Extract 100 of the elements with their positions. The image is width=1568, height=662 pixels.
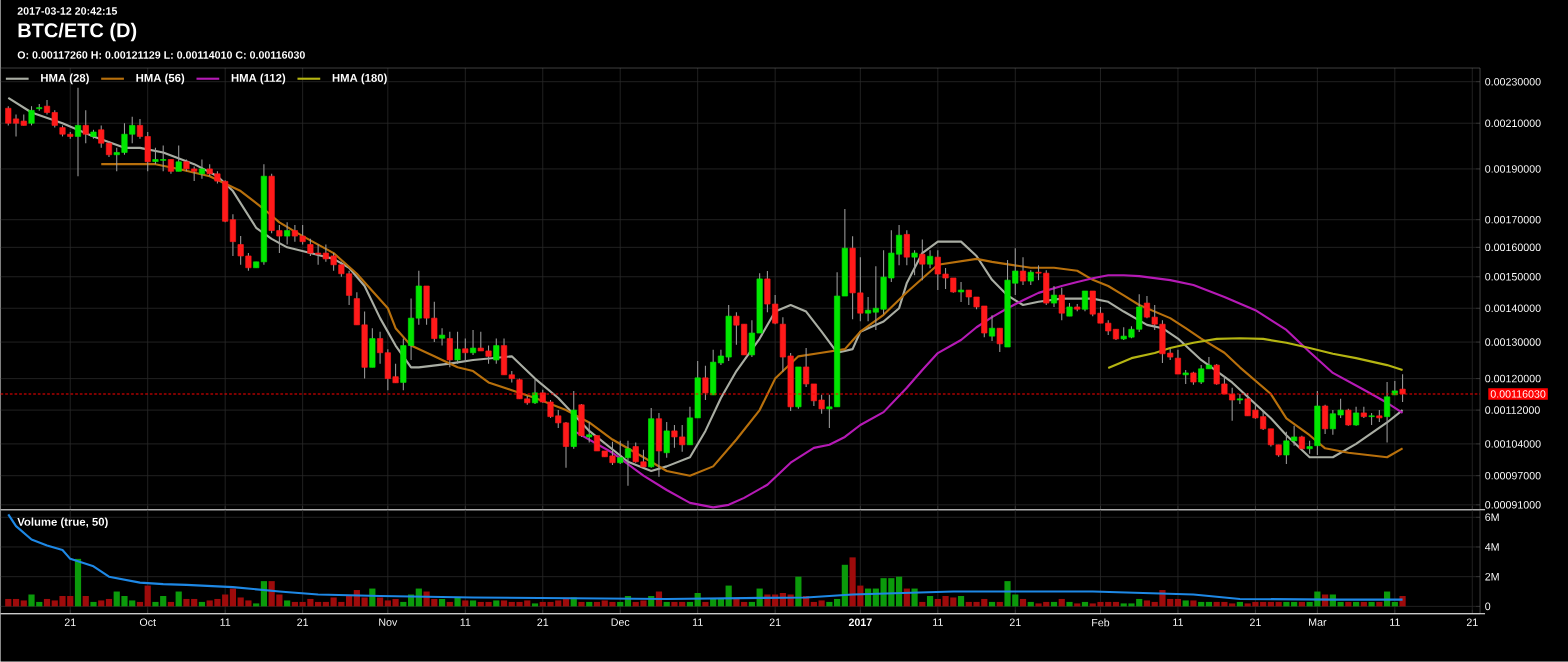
legend-label: HMA (180): [332, 73, 387, 85]
bar: [1182, 600, 1189, 607]
x-tick-label: 21: [1250, 618, 1261, 627]
legend-label: HMA (56): [136, 73, 185, 85]
legend-label: HMA (112): [231, 73, 286, 85]
y-tick-label: 0.00112000: [1485, 406, 1540, 414]
ref-line-label: 0.00116030: [1490, 390, 1546, 398]
bar: [361, 597, 368, 607]
candlestick: [470, 329, 477, 356]
x-tick-label: Feb: [1092, 618, 1110, 627]
candlestick: [1399, 373, 1406, 403]
bar: [98, 600, 105, 607]
x-tick-label: 11: [933, 618, 943, 626]
candlestick: [74, 87, 82, 177]
bar: [1143, 600, 1151, 607]
bar: [957, 596, 965, 607]
x-tick-label: 2017: [848, 618, 872, 627]
candlestick: [284, 221, 291, 246]
line-series: [7, 513, 1404, 601]
bar: [253, 603, 260, 607]
bar: [377, 597, 384, 607]
bar: [1074, 603, 1081, 607]
y-tick-label: 0.00120000: [1485, 374, 1541, 383]
bar: [5, 599, 12, 607]
bar: [1368, 602, 1375, 607]
candlestick: [1353, 406, 1360, 427]
text: Volume (true, 50): [17, 517, 108, 529]
x-tick-label: 11: [460, 618, 471, 626]
candlestick: [1019, 256, 1027, 286]
bar: [20, 600, 27, 607]
x-tick-label: 21: [297, 618, 309, 627]
candlestick: [446, 331, 453, 368]
candlestick: [82, 109, 89, 144]
candlestick: [1229, 387, 1236, 422]
y-tick-label: 2M: [1485, 573, 1499, 581]
x-tick-label: 21: [1009, 618, 1021, 627]
bar: [469, 600, 477, 607]
bar: [462, 600, 469, 607]
bar: [841, 564, 848, 607]
bar: [717, 599, 725, 607]
bar: [90, 602, 97, 607]
bar: [818, 600, 825, 607]
bar: [175, 591, 182, 607]
bar: [1190, 600, 1197, 607]
x-tick-label: Oct: [139, 618, 156, 627]
y-tick-label: 0.00104000: [1485, 440, 1541, 448]
candlestick: [927, 249, 934, 270]
candlestick: [996, 327, 1003, 353]
bar: [12, 599, 20, 607]
y-tick-label: 0.00190000: [1485, 165, 1541, 173]
x-tick-label: 21: [1466, 618, 1478, 627]
bar: [229, 588, 237, 607]
bar: [493, 600, 500, 607]
bar: [702, 602, 709, 607]
y-tick-label: 0.00130000: [1485, 338, 1541, 346]
text: 2017-03-12 20:42:15: [17, 7, 118, 15]
bar: [1019, 599, 1027, 607]
candlestick: [454, 331, 461, 365]
candlestick: [911, 249, 918, 276]
bar: [834, 599, 841, 607]
candlestick: [663, 421, 670, 459]
bar: [1174, 599, 1182, 607]
text: O: 0.00117260 H: 0.00121129 L: 0.00114010 C: 0.00116030: [17, 51, 305, 59]
line-series: [7, 96, 1404, 473]
x-tick-label: 21: [769, 618, 781, 627]
y-tick-label: 0.00160000: [1485, 243, 1541, 252]
y-tick-label: 0.00150000: [1485, 273, 1541, 281]
x-tick-label: 21: [537, 618, 549, 627]
candlestick: [439, 327, 446, 347]
bar: [284, 600, 291, 607]
candlestick: [958, 281, 965, 303]
candlestick: [198, 159, 205, 180]
candlestick: [531, 379, 539, 405]
candlestick: [1322, 404, 1329, 435]
x-tick-label: 11: [692, 618, 703, 626]
candlestick: [903, 229, 910, 267]
x-tick-label: Nov: [379, 618, 398, 627]
candlestick: [988, 314, 996, 342]
x-tick-label: 11: [1173, 618, 1183, 626]
y-tick-label: 0: [1485, 602, 1491, 611]
bar: [500, 600, 508, 607]
bar: [531, 603, 539, 607]
bar: [578, 602, 585, 607]
line-series: [1107, 337, 1404, 372]
bar: [43, 599, 51, 607]
y-tick-label: 0.00097000: [1485, 472, 1541, 480]
candlestick: [1058, 287, 1065, 321]
bar: [82, 596, 89, 607]
bar: [346, 596, 353, 607]
y-tick-label: 6M: [1485, 513, 1499, 522]
candlestick: [493, 338, 500, 365]
candlestick: [586, 421, 593, 444]
y-tick-label: 0.00210000: [1485, 119, 1541, 128]
candlestick: [462, 338, 469, 363]
candlestick: [1050, 285, 1058, 308]
y-tick-label: 4M: [1485, 543, 1499, 551]
candlestick: [702, 365, 709, 401]
legend-label: HMA (28): [41, 73, 89, 85]
x-tick-label: 11: [220, 618, 231, 626]
bar: [74, 558, 82, 607]
